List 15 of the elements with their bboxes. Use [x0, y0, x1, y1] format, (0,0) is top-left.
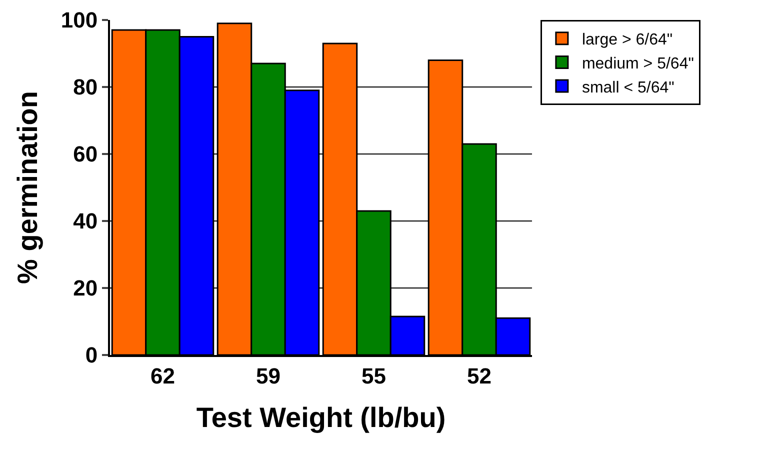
y-tick-label: 80 — [73, 74, 98, 100]
y-tick-label: 60 — [73, 142, 98, 167]
x-tick-label: 59 — [256, 363, 280, 388]
x-tick-label: 62 — [150, 363, 175, 388]
y-tick-label: 40 — [73, 208, 98, 234]
y-tick-label: 0 — [85, 342, 98, 368]
legend-label: small < 5/64" — [582, 79, 674, 96]
legend-label: large > 6/64" — [582, 32, 673, 49]
y-tick-label: 100 — [60, 8, 98, 33]
x-tick-label: 55 — [362, 363, 386, 388]
x-axis-title: Test Weight (lb/bu) — [196, 402, 446, 433]
x-tick-label: 52 — [467, 363, 492, 388]
y-axis-title: % germination — [12, 91, 44, 284]
legend-label: medium > 5/64" — [582, 55, 694, 72]
y-tick-label: 20 — [73, 276, 98, 301]
